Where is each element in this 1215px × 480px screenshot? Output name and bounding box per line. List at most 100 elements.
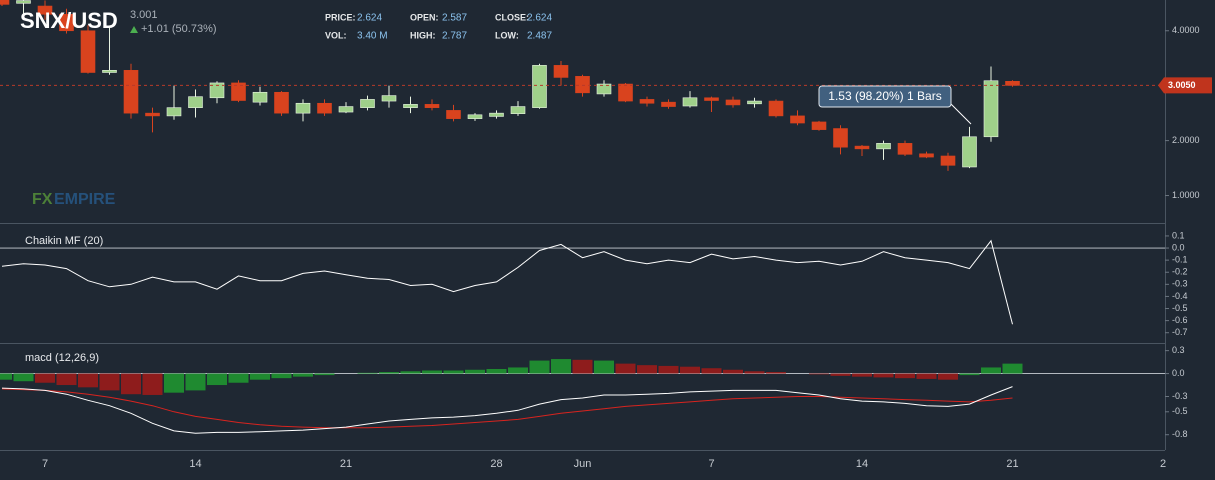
signal-line bbox=[1, 388, 1013, 429]
candle-body bbox=[16, 0, 31, 4]
stat-label: LOW: bbox=[495, 30, 519, 40]
histogram-bar bbox=[250, 373, 270, 380]
y-tick-label: 0.3 bbox=[1172, 345, 1185, 355]
candle-body bbox=[725, 99, 741, 106]
histogram-bar bbox=[830, 373, 851, 376]
annotation-box bbox=[818, 85, 952, 108]
stat-label: CLOSE: bbox=[495, 12, 529, 22]
histogram-bar bbox=[56, 373, 77, 386]
candle-body bbox=[833, 128, 848, 148]
y-tick-label: 4.0000 bbox=[1172, 25, 1200, 35]
candle-body bbox=[876, 143, 891, 150]
candle-body bbox=[166, 107, 182, 117]
histogram-bar bbox=[766, 372, 786, 374]
y-tick-label: 1.0000 bbox=[1172, 190, 1200, 200]
candle-body bbox=[188, 96, 203, 108]
histogram-bar bbox=[529, 360, 550, 374]
candle-body bbox=[403, 104, 418, 108]
candle-body bbox=[962, 136, 977, 168]
histogram-bar bbox=[680, 366, 700, 374]
y-tick-label: -0.3 bbox=[1172, 279, 1188, 289]
candle-body bbox=[1005, 80, 1020, 86]
candle-body bbox=[919, 153, 934, 158]
candle-body bbox=[618, 83, 633, 102]
change: +1.01 (50.73%) bbox=[141, 23, 217, 35]
candle-body bbox=[424, 104, 440, 108]
y-tick-label: -0.3 bbox=[1172, 391, 1188, 401]
stat-value: 2.487 bbox=[527, 31, 552, 42]
candle-body bbox=[338, 106, 354, 113]
y-tick-label: -0.2 bbox=[1172, 267, 1188, 277]
x-tick-label: 14 bbox=[856, 458, 868, 470]
histogram-bar bbox=[938, 373, 958, 380]
candle-body bbox=[682, 97, 698, 107]
candle-body bbox=[59, 13, 74, 32]
candle-body bbox=[661, 101, 676, 107]
histogram-bar bbox=[293, 373, 313, 377]
histogram-bar bbox=[207, 373, 227, 386]
histogram-bar bbox=[637, 365, 657, 374]
histogram-bar bbox=[400, 371, 421, 374]
histogram-bar bbox=[35, 373, 55, 383]
histogram-bar bbox=[1002, 363, 1023, 374]
x-tick-label: 2 bbox=[1160, 458, 1166, 470]
candle-body bbox=[575, 76, 590, 94]
histogram-bar bbox=[701, 368, 722, 374]
last-price-label: 3.0050 bbox=[1168, 80, 1196, 90]
candle-body bbox=[381, 95, 397, 102]
candle-body bbox=[295, 102, 311, 114]
candle-body bbox=[811, 121, 827, 130]
histogram-bar bbox=[185, 373, 206, 391]
stat-label: OPEN: bbox=[410, 12, 439, 22]
candle-body bbox=[0, 0, 10, 5]
histogram-bar bbox=[0, 373, 12, 380]
x-tick-label: 7 bbox=[42, 458, 48, 470]
candle-body bbox=[274, 91, 289, 114]
candle-body bbox=[252, 91, 268, 103]
histogram-bar bbox=[895, 373, 915, 379]
histogram-bar bbox=[13, 373, 34, 382]
histogram-bar bbox=[959, 373, 980, 376]
stat-label: HIGH: bbox=[410, 30, 436, 40]
stat-value: 2.624 bbox=[527, 13, 552, 24]
candle-body bbox=[639, 99, 655, 104]
candle-body bbox=[467, 114, 483, 119]
histogram-bar bbox=[357, 372, 378, 374]
y-tick-label: -0.5 bbox=[1172, 303, 1188, 313]
candle-body bbox=[123, 70, 139, 114]
y-tick-label: 0.0 bbox=[1172, 368, 1185, 378]
x-tick-label: 21 bbox=[340, 458, 352, 470]
macd-group bbox=[0, 359, 1023, 434]
candle-body bbox=[983, 80, 999, 138]
y-tick-label: 0.0 bbox=[1172, 242, 1185, 252]
histogram-bar bbox=[873, 373, 894, 378]
x-tick-label: 14 bbox=[189, 458, 201, 470]
panel-title: macd (12,26,9) bbox=[25, 352, 99, 364]
macd-line bbox=[1, 386, 1013, 434]
y-tick-label: 2.0000 bbox=[1172, 135, 1200, 145]
y-tick-label: -0.7 bbox=[1172, 327, 1188, 337]
stat-value: 3.40 M bbox=[357, 31, 388, 42]
y-tick-label: -0.6 bbox=[1172, 315, 1188, 325]
histogram-bar bbox=[809, 373, 829, 375]
chart-title: SNX/USD bbox=[20, 8, 118, 33]
histogram-bar bbox=[981, 367, 1001, 374]
y-tick-label: -0.8 bbox=[1172, 429, 1188, 439]
candle-body bbox=[231, 82, 246, 101]
y-tick-label: -0.1 bbox=[1172, 255, 1188, 265]
indicator-line bbox=[1, 239, 1013, 325]
histogram-bar bbox=[572, 359, 593, 374]
stat-label: PRICE: bbox=[325, 12, 356, 22]
histogram-bar bbox=[744, 371, 765, 374]
stat-value: 2.787 bbox=[442, 31, 467, 42]
histogram-bar bbox=[551, 359, 571, 374]
panel-title: Chaikin MF (20) bbox=[25, 235, 103, 247]
histogram-bar bbox=[271, 373, 292, 379]
candle-body bbox=[510, 106, 526, 114]
histogram-bar bbox=[99, 373, 120, 391]
histogram-bar bbox=[916, 373, 937, 379]
last-price-box bbox=[1158, 77, 1212, 94]
